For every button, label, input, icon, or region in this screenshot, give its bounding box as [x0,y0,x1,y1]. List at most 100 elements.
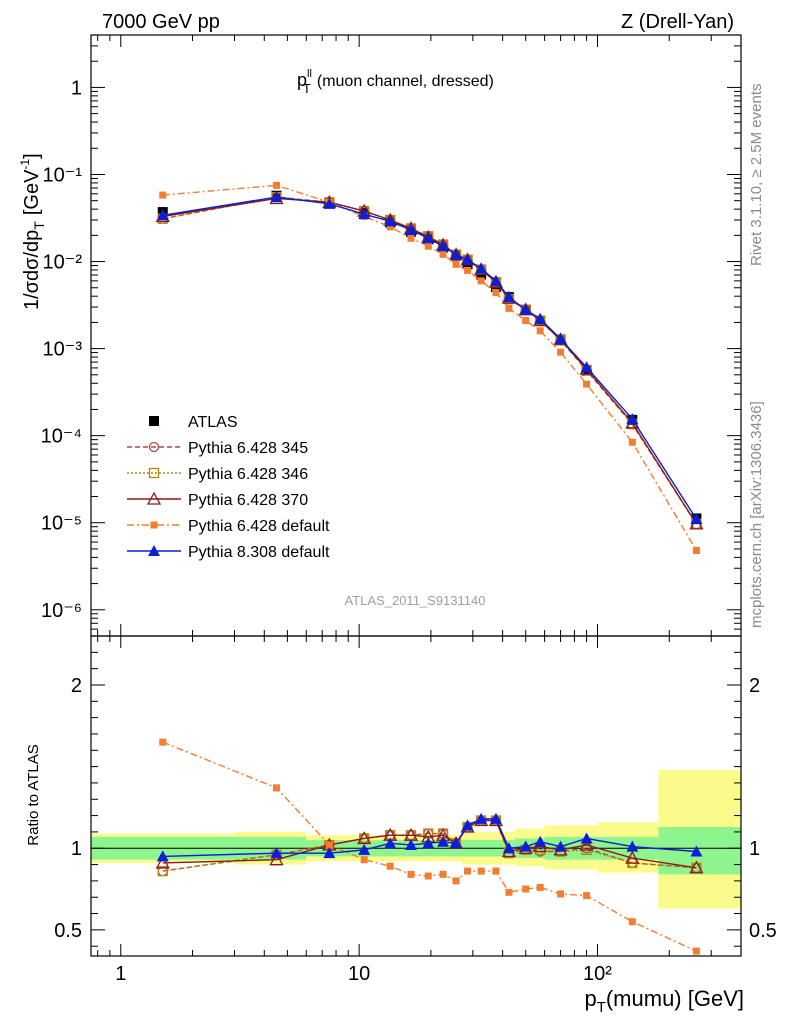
ratio-y-tick-label: 0.5 [54,920,82,942]
data-point [557,348,565,356]
ratio-point [475,812,488,824]
data-point [270,191,283,203]
ratio-y-tick-label: 1 [71,838,82,860]
ratio-point [269,852,284,866]
data-point [384,215,397,227]
ratio-point [502,842,515,854]
x-axis-label: pT(mumu) [GeV] [584,986,744,1016]
legend-marker [146,491,162,505]
legend-marker [148,441,160,453]
ratio-point [450,837,463,849]
legend-label: ATLAS [188,414,238,431]
data-point [628,438,636,446]
ratio-point [554,840,567,852]
legend-label: Pythia 8.308 default [188,544,330,561]
ratio-point [625,850,640,864]
data-point [554,332,567,344]
ylabel-unit-pre: [GeV [21,169,43,215]
y-tick-label: 10⁻¹ [43,164,83,186]
data-point [407,234,415,242]
data-point [477,277,485,285]
legend-marker [148,467,160,479]
ratio-point [583,892,591,900]
xlabel-post: (mumu) [GeV] [606,986,744,1011]
ratio-point [534,835,547,847]
y-tick-label: 10⁻³ [43,339,83,361]
data-point [626,413,639,425]
ratio-point [157,865,168,877]
ratio-point [489,812,502,824]
legend-entry: Pythia 6.428 370 [127,491,308,509]
data-point [534,312,547,324]
main-series [156,191,703,525]
ratio-point [536,883,544,891]
ratio-y-tick-label-right: 2 [749,675,760,697]
data-point [437,240,450,252]
ratio-point [689,860,704,874]
ratio-point [461,819,474,831]
legend-entry: ATLAS [149,414,238,431]
ratio-point [424,872,432,880]
ratio-point [323,847,336,859]
plot-title-rest: (muon channel, dressed) [317,73,494,90]
data-point [692,546,700,554]
xlabel-sub: T [597,999,606,1016]
data-point [536,327,544,335]
plot-title-main: p [297,70,307,90]
axes-layer: 1 10 10² 10⁻⁶ 10⁻⁵ 10⁻⁴ 10⁻³ 10⁻² 10⁻¹ 1 0.5 0.5 1 1 2… [41,34,777,985]
ratio-point [156,850,169,862]
data-point [450,248,463,260]
ratio-point [404,838,417,850]
data-point [422,232,435,244]
ratio-point [270,847,283,859]
main-series [159,181,700,554]
data-point [424,242,432,250]
data-point [464,266,472,274]
data-point [461,253,474,265]
ratio-y-tick-label-right: 0.5 [749,920,777,942]
header-left: 7000 GeV pp [102,11,220,33]
ratio-point [386,862,394,870]
ratio-point [452,877,460,885]
plot-title-sup: ll [307,68,312,80]
y-tick-label: 1 [71,77,82,99]
y-axis-label-ratio: Ratio to ATLAS [25,744,42,845]
ratio-y-tick-label: 2 [71,675,82,697]
ratio-point [505,888,513,896]
ratio-series [159,738,700,955]
legend: ATLAS Pythia 6.428 345 Pythia 6.428 346 Pyt… [127,414,330,561]
y-tick-label: 10⁻² [43,252,83,274]
data-point [156,209,169,221]
x-tick-label: 1 [115,963,126,985]
ratio-point [579,837,594,851]
legend-entry: Pythia 8.308 default [127,544,330,561]
ratio-point [384,837,397,849]
ratio-point [325,841,333,849]
data-point [452,260,460,268]
ratio-point [690,845,703,857]
legend-entry: Pythia 6.428 346 [127,466,308,483]
ratio-y-tick-label-right: 1 [749,838,760,860]
x-tick-label: 10 [348,963,370,985]
legend-label: Pythia 6.428 default [188,518,330,535]
analysis-id: ATLAS_2011_S9131140 [345,593,486,608]
data-point [404,224,417,236]
plot-title: pll T (muon channel, dressed) [297,68,494,96]
series-layer [91,181,741,955]
legend-label: Pythia 6.428 370 [188,492,308,509]
data-point [358,208,371,220]
legend-marker [149,416,159,426]
data-point [519,303,532,315]
ratio-point [477,867,485,875]
ratio-point [155,855,170,869]
ratio-series [156,812,703,862]
mcplots-label: mcplots.cern.ch [arXiv:1306.3436] [748,401,765,628]
data-point [475,262,488,274]
xlabel-pre: p [584,986,596,1011]
ratio-point [464,867,472,875]
ratio-point [360,856,368,864]
y-axis-label-main: 1/σdσ/dpT [GeV-1] [18,153,47,310]
data-point [505,304,513,312]
ratio-point [692,947,700,955]
legend-label: Pythia 6.428 346 [188,466,308,483]
